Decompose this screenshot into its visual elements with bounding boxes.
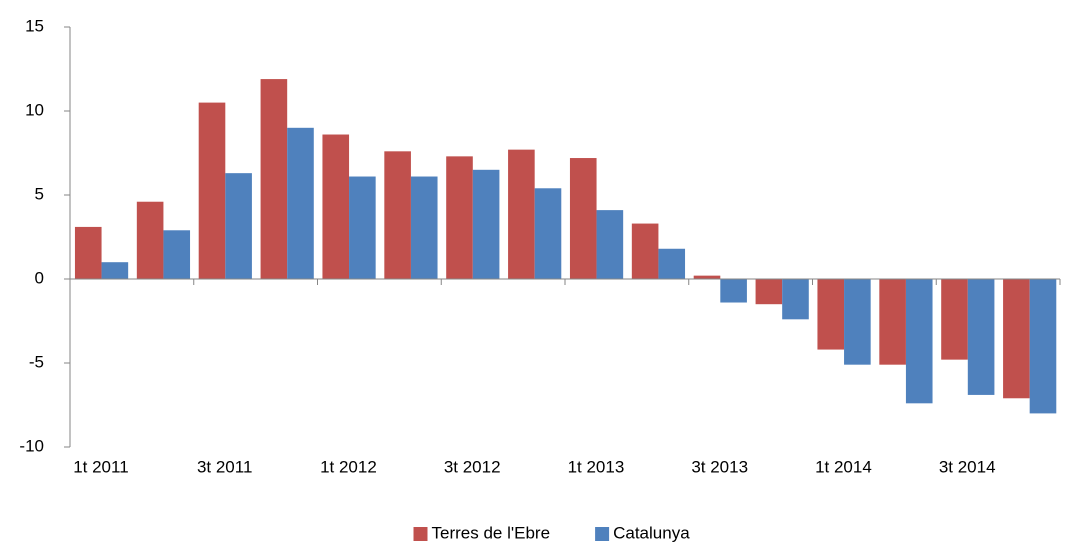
bar	[260, 79, 288, 279]
bar	[844, 279, 871, 365]
x-tick-label: 3t 2012	[444, 457, 501, 476]
bar	[967, 279, 995, 395]
bar	[782, 279, 809, 320]
bar	[287, 127, 314, 279]
bar	[1029, 279, 1057, 414]
bar	[101, 262, 129, 279]
bar	[693, 275, 721, 279]
x-tick-label: 1t 2012	[320, 457, 377, 476]
bar	[534, 188, 562, 279]
bar	[720, 279, 747, 303]
bar	[508, 149, 535, 279]
legend-swatch	[595, 527, 610, 541]
bar	[198, 102, 226, 279]
legend-label: Catalunya	[613, 523, 690, 542]
bar	[446, 156, 473, 279]
y-tick-label: 15	[25, 16, 44, 35]
y-tick-label: -10	[19, 436, 44, 455]
bar	[631, 223, 659, 279]
x-tick-label: 1t 2011	[73, 457, 128, 476]
x-tick-label: 3t 2014	[939, 457, 996, 476]
bar	[472, 169, 500, 279]
bar	[941, 279, 968, 360]
x-tick-label: 3t 2011	[197, 457, 252, 476]
bar	[658, 248, 686, 279]
bar	[569, 158, 597, 279]
legend-label: Terres de l'Ebre	[432, 523, 551, 542]
y-tick-label: 5	[35, 184, 44, 203]
bar	[163, 230, 191, 279]
bar	[1003, 279, 1030, 399]
bar	[384, 151, 411, 279]
x-tick-label: 3t 2013	[691, 457, 748, 476]
y-tick-label: 10	[25, 100, 44, 119]
bar	[322, 134, 350, 279]
bar	[136, 201, 164, 279]
x-tick-label: 1t 2013	[568, 457, 625, 476]
y-tick-label: 0	[35, 268, 44, 287]
bar	[596, 210, 624, 279]
x-tick-label: 1t 2014	[815, 457, 872, 476]
y-tick-label: -5	[29, 352, 44, 371]
bar	[349, 176, 376, 279]
bar	[879, 279, 906, 365]
bar	[225, 173, 252, 279]
bar	[755, 279, 783, 305]
bar	[74, 226, 102, 279]
bar	[410, 176, 438, 279]
bar	[905, 279, 933, 404]
legend-swatch	[413, 527, 428, 541]
bar	[817, 279, 845, 350]
